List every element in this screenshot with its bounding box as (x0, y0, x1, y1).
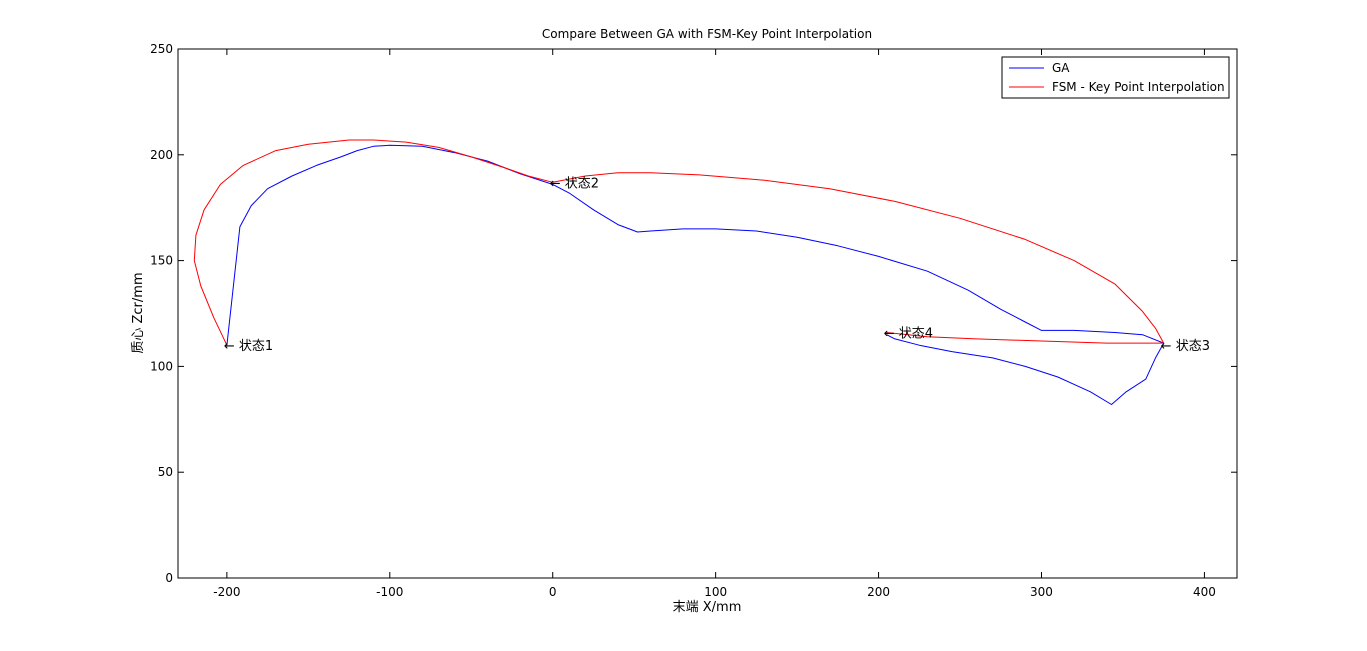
x-axis-title: 末端 X/mm (673, 600, 742, 615)
x-tick-label: 400 (1193, 585, 1216, 599)
legend-label-ga: GA (1052, 61, 1070, 75)
state-annotation: ← 状态3 (1161, 339, 1210, 354)
legend-label-fsm: FSM - Key Point Interpolation (1052, 80, 1225, 94)
state-annotation: ← 状态1 (224, 339, 273, 354)
y-tick-label: 150 (150, 254, 173, 268)
y-axis-title: 质心 Zcr/mm (131, 272, 146, 353)
y-tick-label: 100 (150, 359, 173, 373)
annotations-layer: ← 状态1 ← 状态2 ← 状态3 ← 状态4 (224, 176, 1210, 354)
y-tick-label: 50 (158, 465, 173, 479)
series-line-fsm (193, 139, 1165, 346)
chart-title: Compare Between GA with FSM-Key Point In… (542, 27, 872, 41)
legend-box (1001, 56, 1230, 99)
y-tick-label: 250 (150, 42, 173, 56)
x-tick-label: -100 (376, 585, 403, 599)
x-tick-label: 100 (704, 585, 727, 599)
legend: GA FSM - Key Point Interpolation (1001, 56, 1230, 99)
series-layer (193, 139, 1165, 405)
x-tick-label: 0 (549, 585, 557, 599)
y-tick-label: 0 (165, 571, 173, 585)
ticks-layer: -200 -100 0 100 200 300 400 0 50 100 150 200 250 (150, 42, 1237, 599)
series-line-ga (226, 144, 1165, 405)
plot-area (177, 48, 1238, 579)
x-tick-label: 200 (867, 585, 890, 599)
state-annotation: ← 状态4 (884, 327, 933, 342)
x-tick-label: 300 (1030, 585, 1053, 599)
x-tick-label: -200 (213, 585, 240, 599)
y-tick-label: 200 (150, 148, 173, 162)
state-annotation: ← 状态2 (550, 176, 599, 191)
